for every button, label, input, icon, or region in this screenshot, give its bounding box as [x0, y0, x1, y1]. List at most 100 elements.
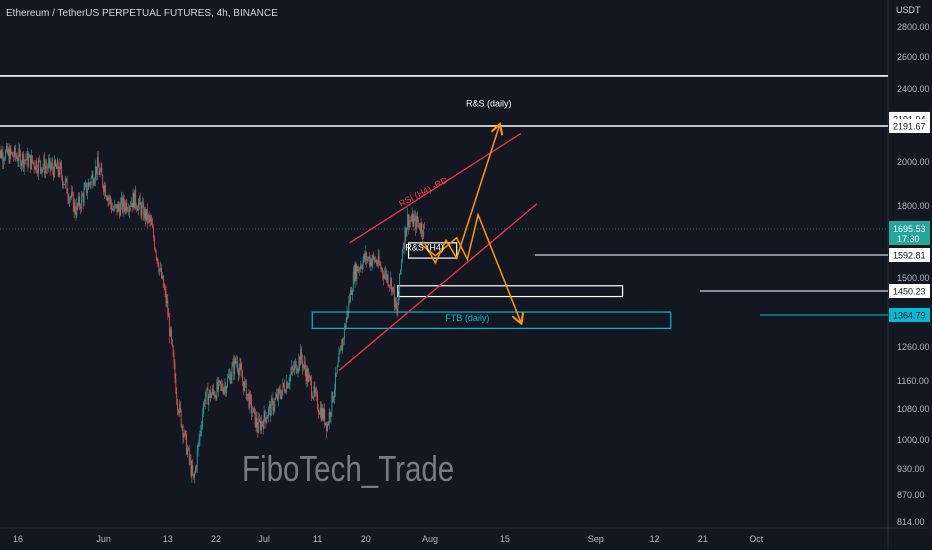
candle-body [86, 183, 88, 194]
candle-body [371, 261, 373, 266]
candle-body [90, 177, 92, 185]
candle-body [54, 159, 55, 178]
candle-body [45, 166, 47, 174]
candle-body [286, 382, 288, 388]
candle-body [49, 158, 51, 169]
candle-body [178, 410, 179, 414]
candle-body [148, 215, 150, 218]
candle-body [266, 418, 268, 423]
candle-body [63, 184, 64, 186]
candle-body [192, 465, 194, 475]
candle-body [364, 254, 366, 260]
candle-body [327, 423, 329, 425]
candle-body [225, 384, 227, 394]
candle-body [375, 260, 376, 262]
candle-body [29, 154, 30, 158]
candle-body [280, 395, 282, 399]
candle-body [32, 161, 34, 163]
candle-body [391, 278, 393, 292]
candle-body [134, 189, 136, 209]
candle-body [170, 328, 172, 340]
candle-body [228, 374, 230, 376]
candle-body [335, 372, 336, 391]
candle-body [392, 287, 394, 289]
candle-body [285, 382, 287, 393]
candle-body [115, 204, 117, 206]
annotation-label: R&S (daily) [466, 98, 512, 108]
candle-body [19, 148, 21, 153]
candle-body [334, 390, 335, 398]
candle-body [157, 259, 159, 267]
candle-body [48, 158, 50, 162]
candle-body [232, 361, 234, 367]
candle-body [275, 397, 277, 400]
candle-body [164, 288, 166, 291]
candle-body [219, 380, 220, 382]
candle-body [341, 345, 343, 351]
candle-body [154, 237, 155, 249]
candle-body [22, 153, 24, 168]
candle-body [191, 465, 193, 476]
candle-body [195, 466, 197, 468]
candle-body [325, 422, 327, 425]
candle-body [259, 419, 261, 421]
candle-body [25, 159, 27, 161]
candle-body [66, 178, 68, 194]
candle-body [315, 391, 317, 393]
candle-body [244, 381, 245, 391]
x-tick-label: 11 [313, 534, 322, 544]
candle-body [158, 266, 160, 273]
candle-body [370, 258, 372, 266]
candle-body [33, 162, 35, 168]
y-tick-label: 2400.00 [897, 84, 930, 94]
candle-body [103, 185, 104, 192]
candle-body [170, 328, 171, 337]
candle-body [16, 156, 18, 161]
candle-body [333, 397, 335, 402]
candle-body [122, 197, 124, 211]
candle-body [238, 369, 240, 376]
candle-body [236, 361, 237, 364]
candle-body [133, 193, 135, 209]
candle-body [185, 430, 187, 434]
candle-body [83, 189, 85, 203]
candle-body [211, 393, 212, 398]
candle-body [218, 380, 220, 391]
candle-body [368, 256, 370, 266]
candle-body [109, 197, 111, 200]
candle-body [345, 319, 347, 328]
candle-body [61, 166, 63, 177]
candle-body [237, 369, 239, 376]
candle-body [187, 447, 189, 450]
candle-body [323, 409, 325, 420]
candle-body [81, 195, 83, 196]
candle-body [343, 326, 345, 340]
candle-countdown: 17:30 [897, 234, 920, 244]
candle-body [24, 159, 26, 161]
candle-body [392, 287, 393, 292]
candle-body [47, 161, 49, 169]
candle-body [72, 193, 74, 212]
candle-body [129, 206, 131, 208]
candle-body [289, 375, 291, 384]
candle-body [401, 259, 402, 271]
candle-body [11, 152, 13, 154]
candle-body [74, 202, 76, 213]
candle-body [336, 366, 338, 374]
candle-body [337, 362, 339, 367]
candle-body [207, 388, 209, 405]
candle-body [335, 372, 337, 374]
candle-body [417, 216, 418, 223]
candle-body [250, 394, 252, 399]
candle-body [70, 197, 72, 199]
candle-body [6, 145, 7, 152]
candle-body [295, 361, 297, 373]
candle-body [226, 386, 228, 394]
candle-body [162, 275, 164, 288]
candle-body [99, 171, 101, 175]
candle-body [128, 210, 129, 212]
candle-body [154, 248, 156, 252]
candle-body [67, 193, 69, 198]
candle-body [96, 157, 98, 175]
